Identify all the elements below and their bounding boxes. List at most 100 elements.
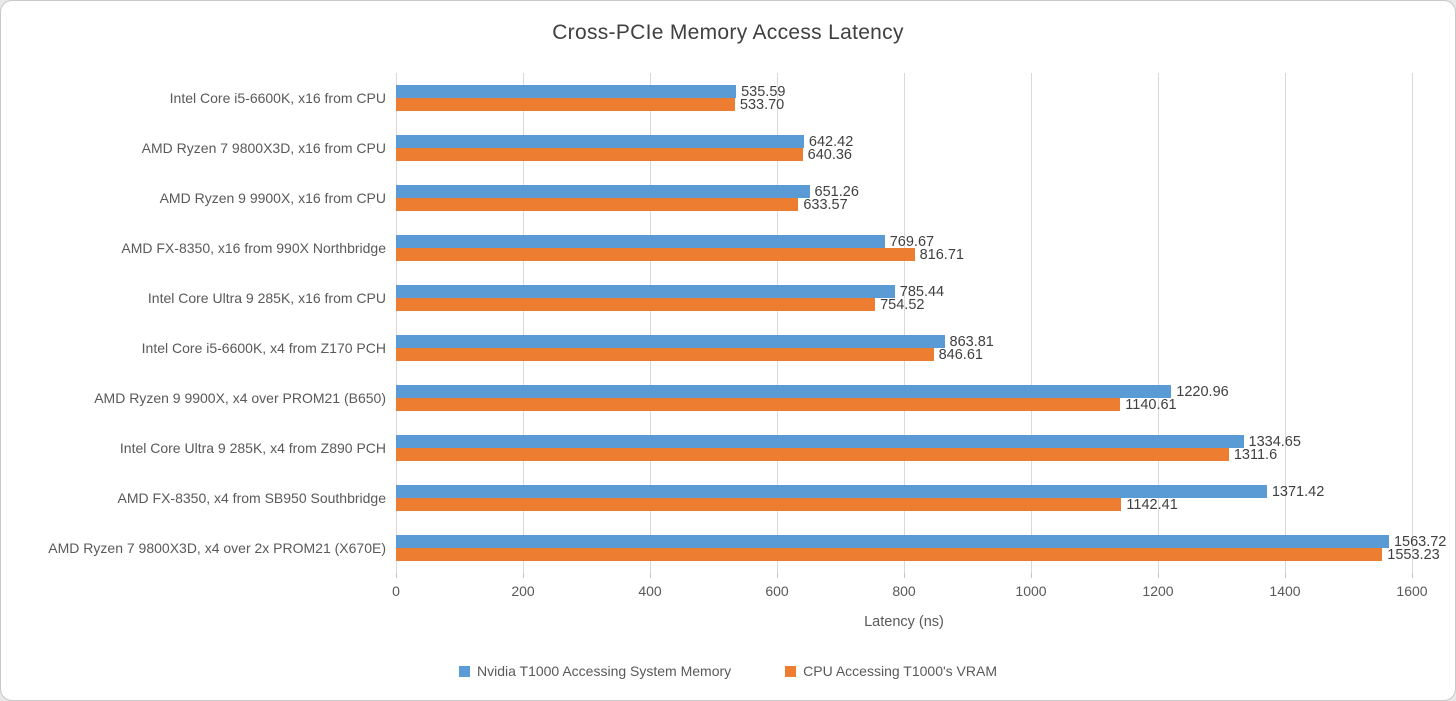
category-label: Intel Core Ultra 9 285K, x4 from Z890 PC… xyxy=(119,440,386,456)
axis-tick xyxy=(777,573,778,578)
category-label: AMD Ryzen 7 9800X3D, x4 over 2x PROM21 (… xyxy=(48,540,386,556)
gridline xyxy=(904,73,905,573)
category-axis: Intel Core i5-6600K, x16 from CPU AMD Ryz… xyxy=(1,73,386,573)
category-label: Intel Core Ultra 9 285K, x16 from CPU xyxy=(147,290,386,306)
legend-swatch-icon xyxy=(458,665,470,677)
bar-row: 535.59 533.70 xyxy=(396,73,1412,123)
bar-row: 863.81 846.61 xyxy=(396,323,1412,373)
data-label: 642.42 xyxy=(808,133,854,150)
bar-series-0 xyxy=(396,435,1244,448)
x-tick-label: 800 xyxy=(892,583,916,599)
bar-row: 1220.96 1140.61 xyxy=(396,373,1412,423)
x-tick-label: 600 xyxy=(765,583,789,599)
bar-series-1 xyxy=(396,498,1122,511)
bar-row: 769.67 816.71 xyxy=(396,223,1412,273)
bar-series-0 xyxy=(396,485,1267,498)
bar-series-0 xyxy=(396,285,895,298)
bar-series-1 xyxy=(396,448,1229,461)
data-label: 846.61 xyxy=(938,346,983,363)
bar-series-1 xyxy=(396,248,915,261)
data-label: 785.44 xyxy=(899,283,945,300)
category-label: AMD FX-8350, x16 from 990X Northbridge xyxy=(121,240,386,256)
category-label: AMD Ryzen 7 9800X3D, x16 from CPU xyxy=(141,140,386,156)
axis-tick xyxy=(1158,573,1159,578)
axis-tick xyxy=(523,573,524,578)
x-axis-title: Latency (ns) xyxy=(864,614,944,630)
gridline xyxy=(523,73,524,573)
bar-series-1 xyxy=(396,198,799,211)
gridline xyxy=(396,73,397,573)
gridline xyxy=(650,73,651,573)
x-tick-label: 1000 xyxy=(1015,583,1047,599)
bar-row: 642.42 640.36 xyxy=(396,123,1412,173)
plot-area: 535.59 533.70 642.42 640.36 651.26 633.57 769.… xyxy=(396,73,1446,578)
data-label: 533.70 xyxy=(739,96,785,113)
bar-row: 1563.72 1553.23 xyxy=(396,523,1446,573)
legend-label: CPU Accessing T1000's VRAM xyxy=(803,663,997,679)
data-label: 651.26 xyxy=(814,183,859,200)
category-label: AMD FX-8350, x4 from SB950 Southbridge xyxy=(117,490,386,506)
axis-tick xyxy=(1031,573,1032,578)
gridline xyxy=(1285,73,1286,573)
data-label: 633.57 xyxy=(803,196,848,213)
data-label: 1371.42 xyxy=(1271,483,1325,500)
bar-row: 1371.42 1142.41 xyxy=(396,473,1412,523)
data-label: 754.52 xyxy=(880,296,925,313)
x-axis-tick-labels: 0 200 400 600 800 1000 1200 1400 1600 xyxy=(392,583,1427,601)
bar-row: 1334.65 1311.6 xyxy=(396,423,1412,473)
gridline xyxy=(1158,73,1159,573)
bar-series-0 xyxy=(396,385,1172,398)
axis-tick xyxy=(650,573,651,578)
bar-series-0 xyxy=(396,135,804,148)
category-label: AMD Ryzen 9 9900X, x16 from CPU xyxy=(159,190,386,206)
chart-title: Cross-PCIe Memory Access Latency xyxy=(552,21,904,44)
data-label: 1311.6 xyxy=(1233,446,1278,463)
data-label: 1142.41 xyxy=(1126,496,1178,513)
bar-series-0 xyxy=(396,85,737,98)
x-tick-label: 400 xyxy=(638,583,662,599)
bar-series-1 xyxy=(396,398,1121,411)
data-label: 1220.96 xyxy=(1176,383,1229,400)
bar-series-0 xyxy=(396,535,1389,548)
bar-series-1 xyxy=(396,548,1383,561)
data-label: 640.36 xyxy=(807,146,852,163)
data-label: 1553.23 xyxy=(1387,546,1440,563)
axis-tick xyxy=(396,573,397,578)
data-label: 863.81 xyxy=(949,333,994,350)
data-label: 769.67 xyxy=(889,233,935,250)
bar-row: 651.26 633.57 xyxy=(396,173,1412,223)
bar-series-0 xyxy=(396,235,885,248)
bar-series-1 xyxy=(396,98,735,111)
gridline xyxy=(1031,73,1032,573)
bar-series-1 xyxy=(396,348,934,361)
data-label: 535.59 xyxy=(741,83,786,100)
axis-tick xyxy=(904,573,905,578)
bar-series-1 xyxy=(396,298,876,311)
legend-item-series-0: Nvidia T1000 Accessing System Memory xyxy=(458,663,732,679)
legend-label: Nvidia T1000 Accessing System Memory xyxy=(476,663,732,679)
axis-tick xyxy=(1412,573,1413,578)
x-tick-label: 1400 xyxy=(1269,583,1301,599)
bar-row: 785.44 754.52 xyxy=(396,273,1412,323)
legend-item-series-1: CPU Accessing T1000's VRAM xyxy=(785,663,997,679)
bar-series-0 xyxy=(396,185,810,198)
legend-swatch-icon xyxy=(785,665,797,677)
data-label: 1334.65 xyxy=(1248,433,1301,450)
x-tick-label: 1200 xyxy=(1142,583,1174,599)
data-label: 816.71 xyxy=(919,246,964,263)
data-label: 1140.61 xyxy=(1125,396,1177,413)
gridline xyxy=(777,73,778,573)
x-tick-label: 200 xyxy=(511,583,535,599)
bar-series-1 xyxy=(396,148,803,161)
x-tick-label: 1600 xyxy=(1396,583,1428,599)
category-label: AMD Ryzen 9 9900X, x4 over PROM21 (B650) xyxy=(94,390,386,406)
category-label: Intel Core i5-6600K, x4 from Z170 PCH xyxy=(141,340,386,356)
x-tick-label: 0 xyxy=(392,583,400,599)
category-label: Intel Core i5-6600K, x16 from CPU xyxy=(169,90,386,106)
legend: Nvidia T1000 Accessing System Memory CPU … xyxy=(1,663,1455,679)
gridline xyxy=(1412,73,1413,573)
data-label: 1563.72 xyxy=(1393,533,1447,550)
axis-tick xyxy=(1285,573,1286,578)
bar-series-0 xyxy=(396,335,945,348)
